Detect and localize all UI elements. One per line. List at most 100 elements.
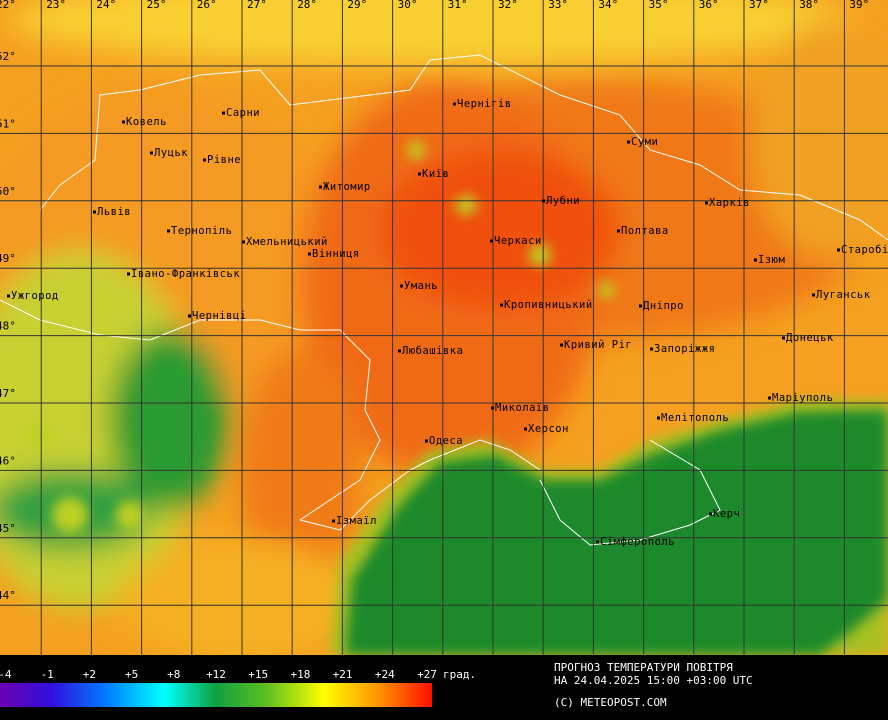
city-label: Донецьк [786,332,834,344]
city-label: Черкаси [494,235,542,247]
cities: Ковель Сарни Чернігів Луцьк Рівне Київ С… [7,98,888,548]
city-label: Луцьк [154,147,188,159]
legend-tick-label: +2 [83,668,96,681]
latitude-label: 51° [0,117,16,130]
city-label: Миколаїв [495,402,550,414]
city-dot [542,199,545,203]
city-label: Лубни [546,195,580,207]
city-label: Ужгород [11,290,59,302]
city-dot [490,239,493,243]
city-dot [150,151,153,155]
city-dot [167,229,170,233]
city-label: Кривий Ріг [564,339,632,351]
city-label: Сімферополь [600,536,675,548]
city-dot [127,272,130,276]
city-label: Івано-Франківськ [131,268,240,280]
city-dot [418,172,421,176]
footer-date: НА 24.04.2025 15:00 +03:00 UTC [554,674,753,687]
legend-tick-label: +24 [375,668,395,681]
borders [0,54,888,546]
city-dot [639,304,642,308]
city-dot [398,349,401,353]
city-label: Чернівці [192,310,247,322]
city-label: Хмельницький [246,236,328,248]
city-label: Київ [422,168,449,180]
city-label: Ковель [126,116,167,128]
latitude-label: 46° [0,454,16,467]
city-dot [524,427,527,431]
latitude-label: 52° [0,50,16,63]
longitude-label: 34° [598,0,618,11]
city-dot [650,347,653,351]
longitude-label: 38° [799,0,819,11]
longitude-label: 26° [197,0,217,11]
latitude-label: 47° [0,387,16,400]
city-dot [709,512,712,516]
city-dot [812,293,815,297]
city-label: Сарни [226,107,260,119]
longitude-label: 30° [398,0,418,11]
legend-tick-label: +8 [167,668,180,681]
latitude-label: 44° [0,589,16,602]
city-dot [837,248,840,252]
city-dot [617,229,620,233]
longitude-label: 23° [46,0,66,11]
city-dot [425,439,428,443]
city-label: Львів [97,206,131,218]
city-dot [7,294,10,298]
city-dot [657,416,660,420]
city-dot [308,252,311,256]
latitude-label: 50° [0,185,16,198]
city-dot [400,284,403,288]
city-label: Одеса [429,435,463,447]
longitude-label: 32° [498,0,518,11]
legend-tick-label: +5 [125,668,138,681]
city-label: Ізмаїл [336,515,377,527]
city-label: Рівне [207,154,241,166]
city-dot [705,201,708,205]
footer-copyright: (C) METEOPOST.COM [554,696,667,709]
city-label: Вінниця [312,248,360,260]
longitude-label: 22° [0,0,16,11]
longitude-label: 36° [699,0,719,11]
city-label: Чернігів [457,98,512,110]
city-label: Херсон [528,423,569,435]
city-dot [768,396,771,400]
legend-tick-label: +12 [206,668,226,681]
legend: -4 -1 +2 +5 +8 +12 +15 +18 +21 +24 +27 [0,668,437,681]
city-label: Запоріжжя [654,343,715,355]
city-dot [188,314,191,318]
city-label: Дніпро [643,300,684,312]
city-label: Житомир [323,181,371,193]
longitude-label: 29° [347,0,367,11]
legend-tick-label: +18 [290,668,310,681]
longitude-label: 25° [147,0,167,11]
city-label: Тернопіль [171,225,232,237]
city-label: Харків [709,197,750,209]
city-dot [500,303,503,307]
city-dot [93,210,96,214]
city-label: Керч [713,508,740,520]
legend-unit: град. [443,668,476,681]
city-dot [782,336,785,340]
city-label: Маріуполь [772,392,833,404]
city-label: Луганськ [816,289,871,301]
legend-tick-label: +27 [417,668,437,681]
legend-tick-label: -1 [41,668,54,681]
city-label: Старобільськ [841,244,888,256]
longitude-label: 39° [849,0,869,11]
city-dot [560,343,563,347]
longitude-label: 33° [548,0,568,11]
city-dot [203,158,206,162]
longitude-label: 35° [649,0,669,11]
city-dot [332,519,335,523]
city-dot [627,140,630,144]
city-dot [491,406,494,410]
longitude-label: 24° [96,0,116,11]
city-dot [453,102,456,106]
city-dot [319,185,322,189]
city-dot [122,120,125,124]
coordinate-labels: 22° 23° 24° 25° 26° 27° 28° 29° 30° 31° 32° 33° 34° 3… [0,0,869,602]
city-label: Кропивницький [504,299,593,311]
